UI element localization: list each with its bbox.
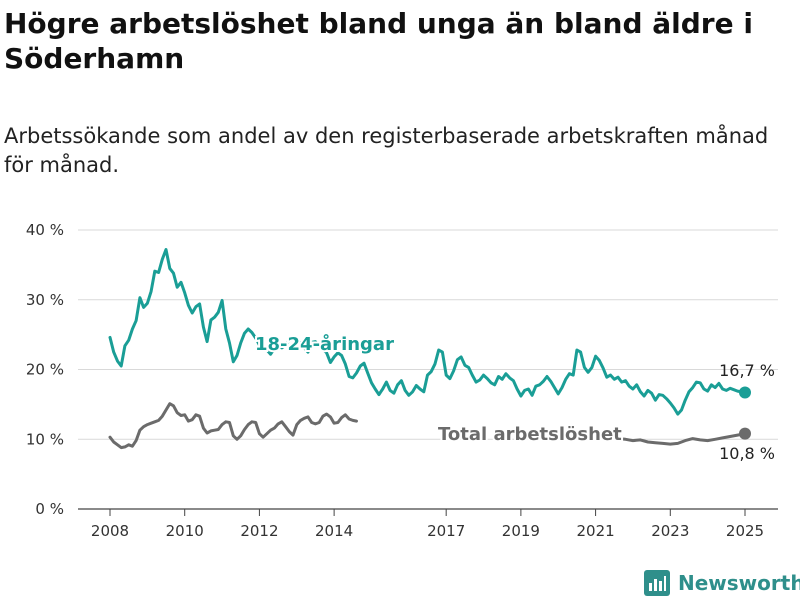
grid-layer [78, 229, 778, 516]
end-value-label-total: 10,8 % [719, 444, 775, 463]
chart-subtitle: Arbetssökande som andel av den registerb… [4, 124, 769, 177]
chart-title: Högre arbetslöshet bland unga än bland ä… [4, 7, 753, 75]
x-tick-label: 2014 [315, 522, 353, 540]
y-tick-label: 40 % [26, 221, 64, 239]
series-label-total: Total arbetslöshet [438, 424, 622, 445]
bar-chart-icon [644, 570, 670, 596]
series-line-total [108, 402, 358, 450]
x-tick-label: 2025 [726, 522, 764, 540]
y-tick-label: 30 % [26, 291, 64, 309]
series-end-point-youth [739, 386, 751, 399]
series-label-youth: 18-24-åringar [255, 333, 394, 355]
y-tick-label: 10 % [26, 430, 64, 448]
x-tick-label: 2019 [502, 522, 540, 540]
x-tick-label: 2021 [576, 522, 614, 540]
x-tick-label: 2008 [91, 522, 129, 540]
logo-text: Newsworthy [678, 571, 800, 595]
series-line-youth [108, 248, 747, 416]
series-layer [108, 248, 751, 450]
label-layer: 0 % 10 % 20 % 30 % 40 % 2008 2010 2012 2014 2017 2… [26, 221, 775, 540]
x-tick-label: 2010 [166, 522, 204, 540]
x-tick-label: 2012 [240, 522, 278, 540]
x-tick-label: 2017 [427, 522, 465, 540]
newsworthy-logo: Newsworthy [644, 568, 800, 598]
x-tick-label: 2023 [651, 522, 689, 540]
y-tick-label: 20 % [26, 361, 64, 379]
series-end-point-total [739, 427, 751, 440]
series-line-total-recent [586, 431, 747, 446]
end-value-label-youth: 16,7 % [719, 361, 775, 380]
y-tick-label: 0 % [35, 500, 64, 518]
